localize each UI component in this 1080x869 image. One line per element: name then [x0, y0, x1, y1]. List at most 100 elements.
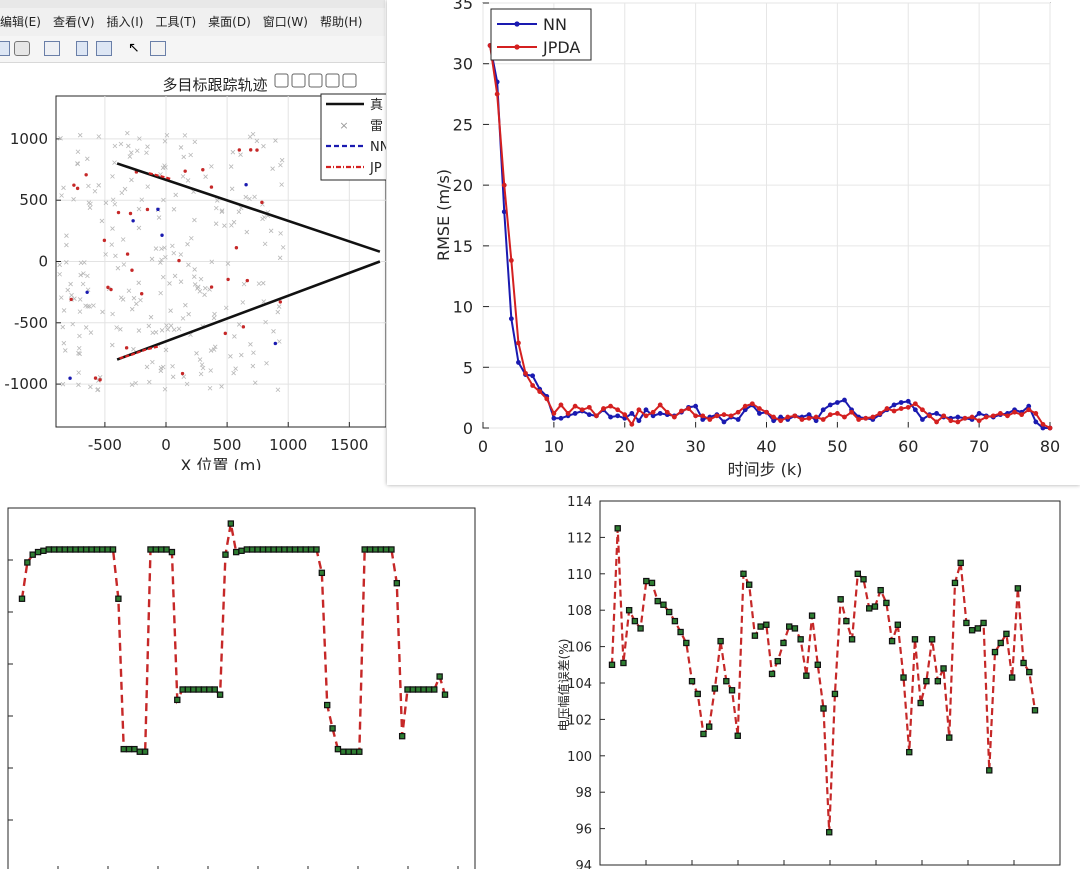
rmse-point: [508, 258, 514, 263]
clutter-point: [110, 197, 116, 203]
detection-point: [140, 292, 144, 296]
print-icon[interactable]: [14, 41, 30, 56]
clutter-point: [92, 188, 98, 194]
voltage-error-point: [877, 586, 884, 594]
voltage-error-point: [728, 687, 736, 694]
voltage-error-point: [894, 621, 902, 628]
signal-point: [141, 748, 149, 755]
rmse-point: [898, 406, 904, 411]
clutter-point: [126, 143, 131, 149]
clutter-point: [61, 340, 67, 346]
clutter-point: [153, 330, 159, 335]
menu-edit[interactable]: 编辑(E): [0, 15, 41, 29]
voltage-error-point: [803, 672, 810, 679]
detection-point: [226, 277, 230, 282]
rmse-point: [572, 403, 578, 409]
voltage-error-point: [671, 617, 679, 625]
signal-point: [29, 551, 36, 558]
detection-point: [109, 287, 113, 292]
y-tick-label-9: 112: [567, 531, 592, 546]
legend-icon[interactable]: [96, 41, 112, 56]
y-axis-label: RMSE (m/s): [434, 169, 453, 261]
clutter-point: [261, 299, 267, 304]
detection-point: [75, 186, 80, 191]
menu-insert[interactable]: 插入(I): [106, 15, 144, 29]
pointer-icon[interactable]: ↖: [128, 40, 140, 56]
signal-point: [318, 569, 326, 577]
voltage-error-point: [768, 670, 776, 678]
clutter-point: [180, 174, 186, 179]
clutter-point: [160, 274, 166, 280]
detection-point: [245, 278, 250, 283]
detection-point: [201, 168, 205, 172]
detection-point: [244, 183, 248, 187]
detection-point: [128, 211, 133, 216]
export-icon[interactable]: [44, 41, 60, 56]
detection-point: [85, 290, 89, 294]
voltage-error-point: [871, 603, 879, 610]
clutter-point: [232, 334, 237, 339]
clutter-point: [125, 130, 130, 136]
clutter-point: [192, 139, 198, 145]
signal-point: [372, 546, 379, 553]
clutter-point: [280, 245, 286, 250]
legend-label-0: NN: [543, 15, 567, 34]
menu-help[interactable]: 帮助(H): [319, 15, 363, 29]
voltage-error-point: [1026, 668, 1033, 676]
menu-window[interactable]: 窗口(W): [262, 15, 308, 29]
signal-point: [40, 547, 47, 554]
clutter-point: [103, 252, 108, 257]
menu-view[interactable]: 查看(V): [52, 15, 95, 29]
clutter-point: [86, 183, 91, 189]
voltage-error-point: [814, 661, 821, 668]
clutter-point: [279, 182, 284, 187]
signal-point: [409, 686, 417, 693]
rmse-point: [657, 402, 663, 408]
rmse-point: [920, 407, 925, 413]
voltage-error-point: [763, 621, 770, 628]
signal-point: [206, 686, 213, 693]
rmse-point: [650, 413, 656, 419]
x-axis-label: 时间步 (k): [728, 460, 803, 479]
rmse-point: [990, 413, 996, 419]
save-icon[interactable]: [0, 41, 10, 56]
clutter-point: [80, 281, 86, 287]
rmse-point: [508, 316, 514, 322]
clutter-point: [202, 292, 207, 298]
signal-point: [270, 546, 277, 553]
plot-area: [599, 500, 1061, 866]
clutter-point: [209, 259, 215, 265]
voltage-error-point: [1003, 630, 1010, 638]
rmse-point: [1040, 421, 1046, 427]
menu-desktop[interactable]: 桌面(D): [208, 15, 251, 29]
detection-point: [131, 219, 135, 223]
clutter-point: [163, 347, 169, 353]
signal-point: [168, 548, 176, 556]
clutter-point: [222, 223, 227, 228]
clutter-point: [211, 315, 217, 321]
voltage-error-point: [751, 632, 759, 639]
rmse-point: [501, 209, 507, 215]
clutter-point: [228, 164, 234, 169]
legend-label-3: JP: [369, 161, 382, 176]
clutter-point: [262, 241, 268, 247]
voltage-error-point: [963, 619, 970, 627]
voltage-error-point: [700, 730, 707, 738]
menu-tools[interactable]: 工具(T): [155, 15, 197, 29]
voltage-error-point: [631, 617, 639, 625]
rmse-point: [778, 418, 784, 424]
x-tick-label-1: 10: [544, 437, 564, 456]
clutter-point: [122, 186, 128, 192]
detection-point: [72, 183, 76, 187]
property-inspector-icon[interactable]: [150, 41, 166, 56]
colorbar-icon[interactable]: [76, 41, 88, 56]
clutter-point: [168, 308, 173, 313]
signal-point: [77, 546, 85, 553]
x-tick-label-0: 0: [478, 437, 488, 456]
clutter-point: [185, 178, 191, 183]
signal-point: [109, 546, 117, 553]
clutter-point: [148, 314, 154, 320]
clutter-point: [60, 324, 66, 330]
signal-point: [334, 745, 342, 753]
rmse-point: [537, 389, 543, 394]
